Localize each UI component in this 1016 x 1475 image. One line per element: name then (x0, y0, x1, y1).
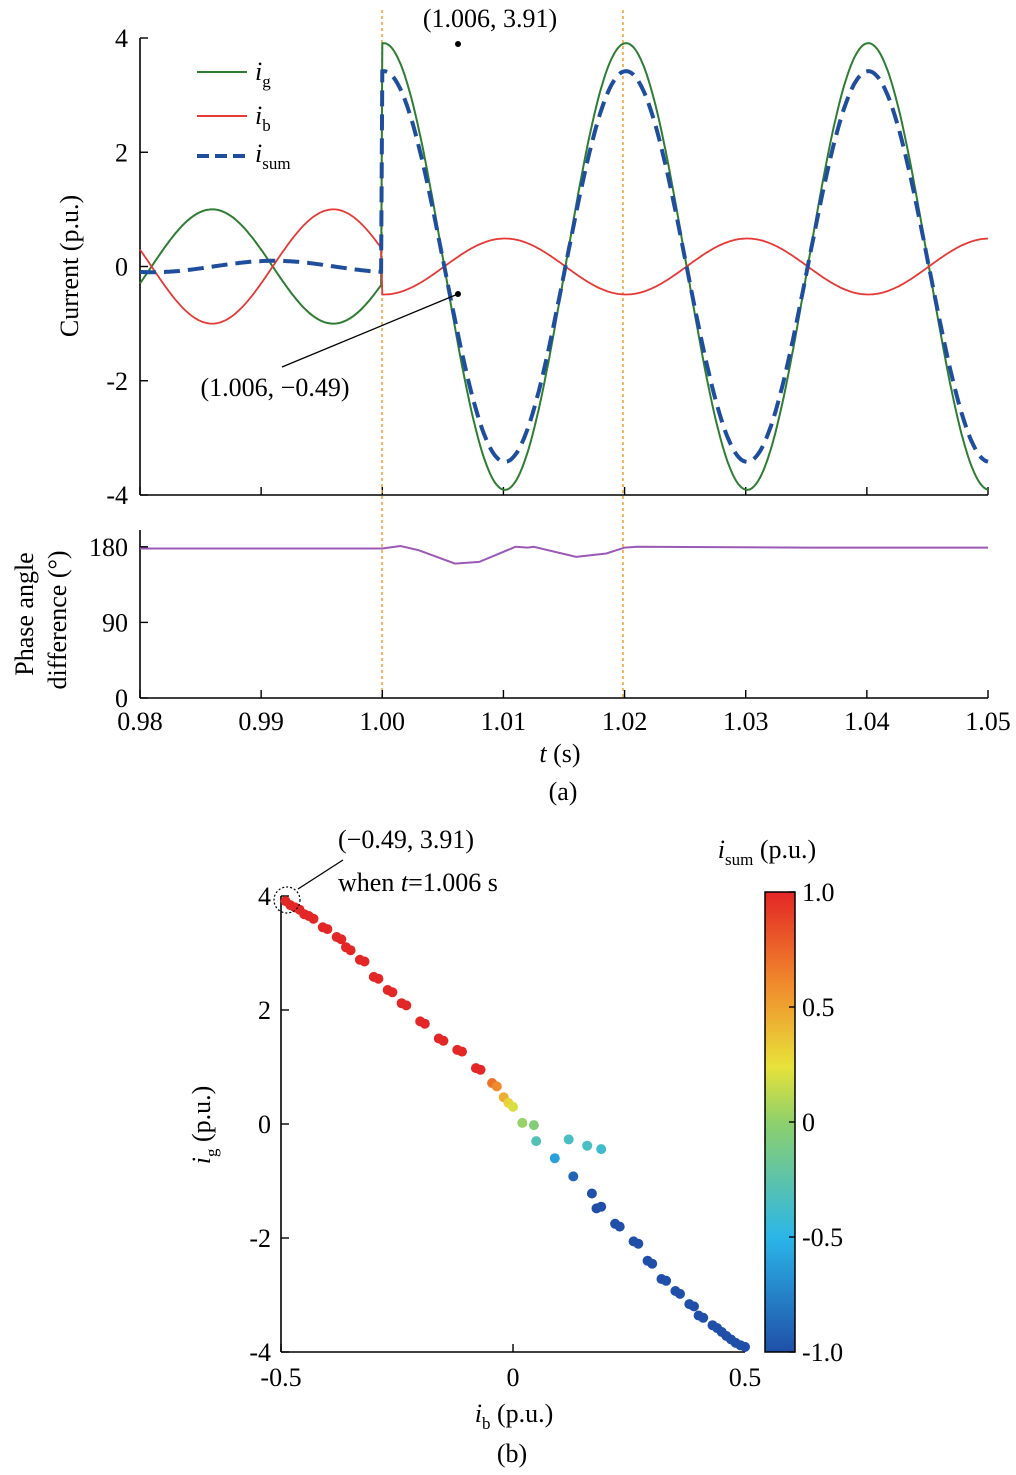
scatter-y-ticks: 4 2 0 -2 -4 (249, 882, 289, 1367)
scatter-point (359, 956, 370, 967)
ib-annotation: (1.006, −0.49) (201, 373, 350, 402)
colorbar-tick-label: -0.5 (802, 1223, 843, 1252)
phase-y-label-line2: difference (°) (43, 550, 72, 689)
scatter-point (373, 973, 384, 984)
scatter-y-tick-label: 0 (258, 1110, 271, 1139)
scatter-point (675, 1288, 685, 1299)
phase-y-label-line1: Phase angle (10, 552, 39, 675)
panel-a-current: 4 2 0 -2 -4 Current (p.u.) ig ib isum (1.006… (55, 4, 989, 700)
scatter-point (568, 1171, 579, 1182)
bottom-y-ticks: 180 90 0 (89, 533, 148, 713)
top-y-tick-label: -4 (106, 481, 128, 510)
scatter-points (280, 896, 750, 1352)
scatter-point (582, 1140, 593, 1151)
x-axis-label: t (s) (539, 739, 580, 768)
peak-annotation: (1.006, 3.91) (423, 4, 557, 33)
scatter-point (336, 934, 347, 945)
bottom-x-tick-label: 1.04 (844, 707, 890, 736)
colorbar: 1.0 0.5 0 -0.5 -1.0 isum (p.u.) (718, 835, 843, 1367)
scatter-point (596, 1201, 607, 1212)
scatter-point (401, 1000, 412, 1011)
scatter-point (517, 1117, 528, 1128)
colorbar-title: isum (p.u.) (718, 835, 816, 869)
scatter-point (563, 1134, 574, 1145)
scatter-point (345, 945, 356, 956)
scatter-point (698, 1312, 709, 1323)
colorbar-tick-label: -1.0 (802, 1338, 843, 1367)
scatter-point (438, 1035, 449, 1046)
colorbar-ticks: 1.0 0.5 0 -0.5 -1.0 (789, 878, 843, 1367)
legend-isum-label: isum (255, 139, 291, 173)
top-y-tick-label: 4 (115, 24, 128, 53)
scatter-point (549, 1153, 560, 1164)
scatter-point (475, 1064, 486, 1075)
scatter-point (508, 1101, 518, 1112)
scatter-x-tick-label: 0.5 (729, 1363, 762, 1392)
bottom-x-tick-label: 1.03 (723, 707, 769, 736)
colorbar-tick-label: 1.0 (802, 878, 835, 907)
peak-marker (455, 41, 461, 47)
scatter-point (308, 913, 319, 924)
top-x-ticks (139, 487, 989, 495)
caption-b: (b) (497, 1439, 527, 1468)
scatter-annotation-line2: when t=1.006 s (338, 868, 498, 897)
scatter-x-ticks: -0.5 0 0.5 (260, 1344, 761, 1392)
scatter-point (528, 1120, 539, 1131)
scatter-x-tick-label: 0 (507, 1363, 520, 1392)
scatter-y-axis-label: ig (p.u.) (187, 1086, 221, 1165)
scatter-x-axis-label: ib (p.u.) (475, 1399, 554, 1433)
scatter-point (491, 1081, 502, 1092)
top-y-tick-label: -2 (106, 367, 128, 396)
top-y-tick-label: 2 (115, 138, 128, 167)
bottom-x-tick-label: 1.00 (360, 707, 406, 736)
scatter-point (457, 1046, 467, 1057)
scatter-y-tick-label: -2 (249, 1224, 271, 1253)
ib-annotation-leader (281, 293, 459, 368)
legend-ib-label: ib (255, 101, 271, 135)
scatter-y-tick-label: 4 (258, 882, 271, 911)
top-y-ticks: 4 2 0 -2 -4 (106, 24, 148, 510)
scatter-point (614, 1221, 625, 1232)
panel-b-scatter: 4 2 0 -2 -4 -0.5 0 0.5 (−0.49, 3.91) when t=1.… (187, 825, 843, 1468)
colorbar-tick-label: 0.5 (802, 993, 835, 1022)
scatter-annotation-line1: (−0.49, 3.91) (338, 825, 474, 854)
top-y-axis-label: Current (p.u.) (55, 195, 84, 337)
scatter-point (387, 987, 398, 998)
scatter-point (633, 1238, 644, 1249)
caption-a: (a) (549, 777, 578, 806)
scatter-point (531, 1136, 542, 1147)
legend-ig-label: ig (255, 57, 271, 91)
colorbar-tick-label: 0 (802, 1108, 815, 1137)
scatter-point (419, 1018, 430, 1029)
bottom-x-tick-label: 0.99 (238, 707, 284, 736)
bottom-x-tick-label: 1.02 (602, 707, 648, 736)
scatter-y-tick-label: -4 (249, 1338, 271, 1367)
bottom-y-tick-label: 0 (115, 684, 128, 713)
top-series-group (139, 42, 989, 491)
scatter-point (740, 1341, 750, 1352)
bottom-y-tick-label: 180 (89, 533, 128, 562)
phase-angle-line (140, 544, 988, 565)
top-y-tick-label: 0 (115, 253, 128, 282)
scatter-point (322, 924, 333, 935)
bottom-x-ticks: 0.98 0.99 1.00 1.01 1.02 1.03 1.04 1.05 (117, 690, 1011, 736)
bottom-x-tick-label: 1.05 (965, 707, 1011, 736)
scatter-point (586, 1188, 597, 1199)
scatter-point (596, 1144, 607, 1155)
highlight-leader (297, 859, 344, 890)
highlight-circle (273, 886, 301, 914)
scatter-x-tick-label: -0.5 (260, 1363, 301, 1392)
scatter-y-tick-label: 2 (258, 996, 271, 1025)
bottom-x-tick-label: 0.98 (117, 707, 163, 736)
scatter-point (661, 1275, 672, 1286)
bottom-x-tick-label: 1.01 (481, 707, 527, 736)
scatter-point (689, 1301, 699, 1312)
legend: ig ib isum (197, 57, 291, 173)
scatter-point (647, 1258, 658, 1269)
bottom-y-tick-label: 90 (102, 608, 128, 637)
isum-line (139, 69, 989, 464)
